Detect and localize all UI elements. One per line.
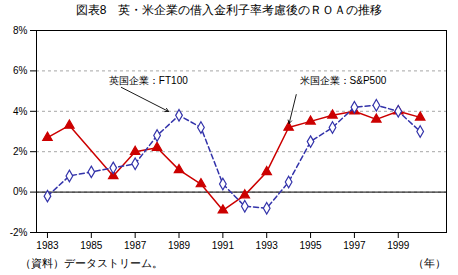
svg-text:4%: 4% bbox=[13, 106, 28, 117]
svg-text:1989: 1989 bbox=[168, 240, 191, 251]
svg-text:-2%: -2% bbox=[10, 227, 28, 238]
svg-text:2%: 2% bbox=[13, 146, 28, 157]
svg-text:1985: 1985 bbox=[80, 240, 103, 251]
svg-text:1983: 1983 bbox=[36, 240, 59, 251]
html-text:図表8 英・米企業の借入金利子率考慮後のＲＯＡの推移: 図表8 英・米企業の借入金利子率考慮後のＲＯＡの推移 bbox=[75, 3, 383, 17]
svg-text:1993: 1993 bbox=[256, 240, 279, 251]
svg-text:1997: 1997 bbox=[343, 240, 366, 251]
svg-text:8%: 8% bbox=[13, 25, 28, 36]
svg-text:6%: 6% bbox=[13, 65, 28, 76]
svg-text:米国企業：S&P500: 米国企業：S&P500 bbox=[300, 75, 387, 86]
html-text:（資料）データストリーム。: （資料）データストリーム。 bbox=[20, 257, 163, 269]
svg-text:0%: 0% bbox=[13, 186, 28, 197]
html-text:（年）: （年） bbox=[413, 257, 446, 269]
svg-text:1999: 1999 bbox=[387, 240, 410, 251]
svg-text:英国企業：FT100: 英国企業：FT100 bbox=[109, 75, 188, 86]
svg-text:1995: 1995 bbox=[299, 240, 322, 251]
svg-text:1991: 1991 bbox=[212, 240, 235, 251]
svg-text:1987: 1987 bbox=[124, 240, 147, 251]
